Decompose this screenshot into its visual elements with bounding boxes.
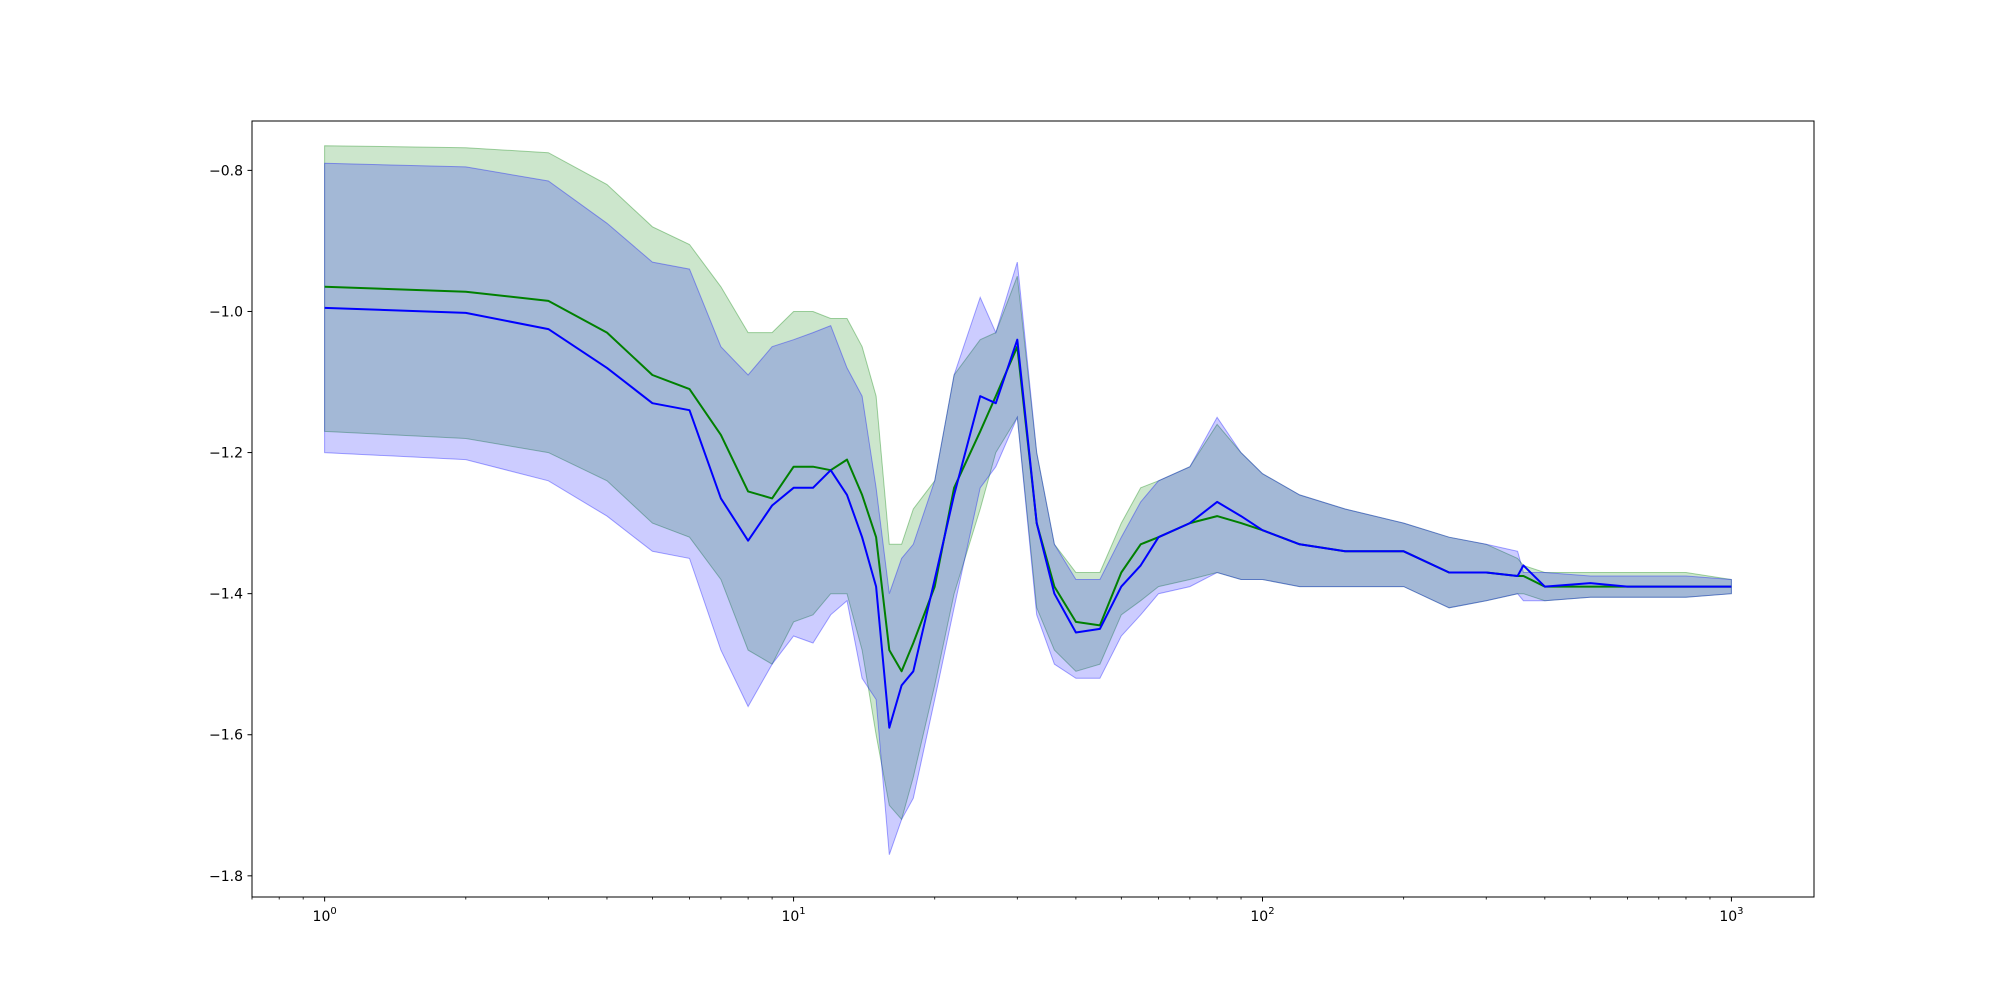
x-tick-label: 101 bbox=[781, 906, 805, 925]
y-tick-label: −1.6 bbox=[209, 728, 243, 744]
plot-area bbox=[251, 120, 1815, 898]
y-tick-label: −1.4 bbox=[209, 587, 243, 603]
y-tick-label: −1.8 bbox=[209, 869, 243, 885]
y-tick-label: −0.8 bbox=[209, 163, 243, 179]
x-tick-label: 103 bbox=[1719, 906, 1743, 925]
axes-background bbox=[252, 121, 1814, 897]
x-tick-label: 100 bbox=[313, 906, 337, 925]
series-lines bbox=[324, 285, 1732, 729]
series-2-line bbox=[324, 306, 1732, 729]
y-axis: −0.8 −1.0 −1.2 −1.4 −1.6 −1.8 bbox=[209, 163, 252, 885]
series-2-band bbox=[324, 162, 1732, 855]
axes-frame bbox=[251, 120, 1815, 898]
series-1-band bbox=[324, 145, 1732, 821]
y-tick-label: −1.0 bbox=[209, 304, 243, 320]
y-tick-label: −1.2 bbox=[209, 446, 243, 462]
x-axis: 100 101 102 103 bbox=[251, 897, 1744, 925]
confidence-bands bbox=[324, 145, 1732, 855]
x-tick-label: 102 bbox=[1250, 906, 1274, 925]
